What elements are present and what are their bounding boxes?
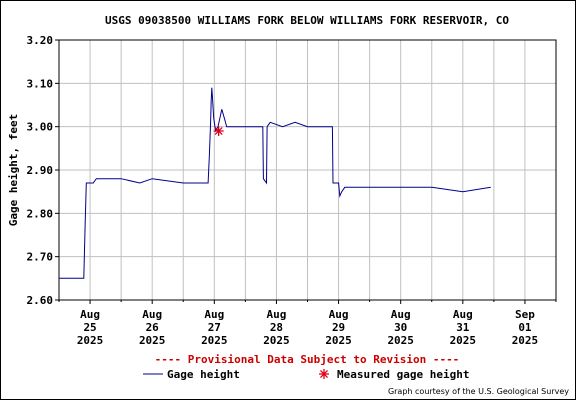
x-tick-label-year: 2025: [450, 334, 477, 347]
legend-marker-swatch: [319, 369, 329, 379]
y-tick-label: 3.10: [27, 77, 54, 90]
x-tick-label-day: 25: [83, 321, 96, 334]
y-tick-label: 2.90: [27, 164, 54, 177]
x-tick-label-day: 31: [456, 321, 470, 334]
credit-text: Graph courtesy of the U.S. Geological Su…: [388, 387, 569, 396]
x-tick-label-year: 2025: [201, 334, 228, 347]
series-line-gage-height: [59, 87, 491, 279]
provisional-notice: ---- Provisional Data Subject to Revisio…: [155, 353, 460, 366]
x-tick-label-day: 27: [208, 321, 221, 334]
y-tick-label: 2.70: [27, 251, 54, 264]
y-tick-label: 3.00: [27, 121, 54, 134]
chart-title: USGS 09038500 WILLIAMS FORK BELOW WILLIA…: [105, 14, 509, 27]
x-tick-label-day: 29: [332, 321, 345, 334]
x-tick-label-month: Aug: [391, 308, 411, 321]
x-tick-label-year: 2025: [139, 334, 166, 347]
y-axis-label: Gage height, feet: [7, 114, 20, 227]
x-tick-label-month: Aug: [80, 308, 100, 321]
y-tick-label: 2.60: [27, 294, 54, 307]
x-tick-label-year: 2025: [387, 334, 414, 347]
x-tick-label-month: Aug: [142, 308, 162, 321]
x-tick-label-year: 2025: [263, 334, 290, 347]
measured-gage-height-marker: [213, 126, 224, 136]
x-tick-label-year: 2025: [512, 334, 539, 347]
y-tick-label: 3.20: [27, 34, 54, 47]
x-tick-label-day: 01: [518, 321, 532, 334]
legend-label-measured: Measured gage height: [337, 368, 469, 381]
legend-label-gage-height: Gage height: [167, 368, 240, 381]
y-tick-label: 2.80: [27, 207, 54, 220]
x-tick-label-month: Aug: [204, 308, 224, 321]
x-tick-label-month: Aug: [329, 308, 349, 321]
x-tick-label-day: 26: [146, 321, 160, 334]
plot-border: [58, 39, 557, 301]
x-tick-label-day: 28: [270, 321, 283, 334]
x-tick-label-month: Aug: [267, 308, 287, 321]
x-tick-label-month: Aug: [453, 308, 473, 321]
x-tick-label-month: Sep: [515, 308, 535, 321]
x-tick-label-year: 2025: [77, 334, 104, 347]
x-tick-label-day: 30: [394, 321, 407, 334]
x-tick-label-year: 2025: [325, 334, 352, 347]
